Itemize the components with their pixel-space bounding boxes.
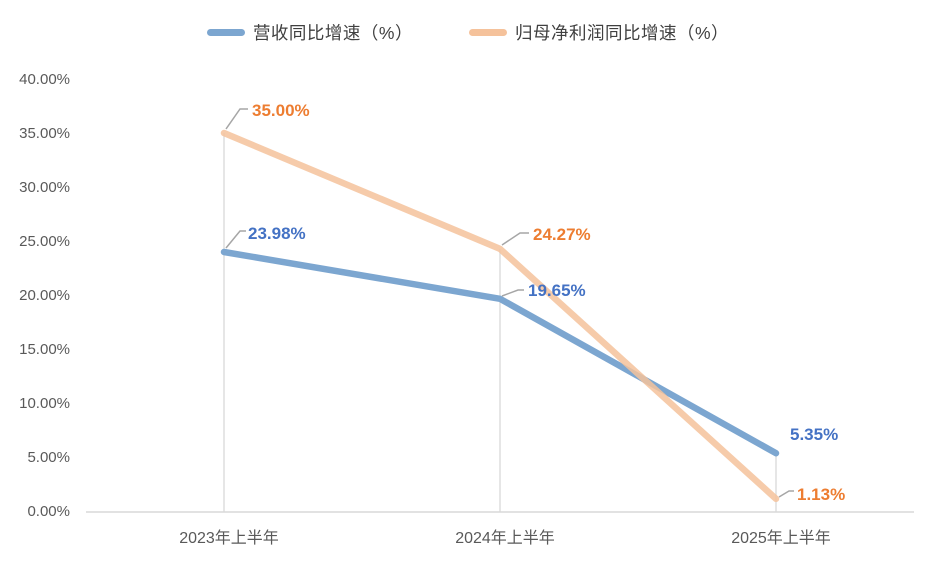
x-axis-category-label: 2024年上半年	[455, 529, 555, 547]
revenue-series-swatch-icon	[206, 29, 245, 36]
x-axis-category-label: 2023年上半年	[179, 529, 279, 547]
legend-label-net-profit: 归母净利润同比增速（%）	[515, 23, 730, 43]
y-axis-tick-label: 35.00%	[19, 125, 70, 142]
net-profit-series-swatch-icon	[469, 29, 507, 36]
data-label-leader-line	[501, 289, 524, 297]
data-label-leader-line	[225, 230, 246, 249]
data-label: 24.27%	[533, 225, 591, 244]
legend-item-net-profit[interactable]: 归母净利润同比增速（%）	[469, 20, 729, 45]
data-label: 23.98%	[248, 224, 306, 243]
y-axis-tick-label: 40.00%	[19, 71, 70, 88]
data-label: 19.65%	[528, 281, 586, 300]
data-label: 5.35%	[790, 425, 838, 444]
legend-label-revenue: 营收同比增速（%）	[252, 23, 413, 43]
y-axis-tick-label: 0.00%	[27, 503, 70, 520]
data-label: 35.00%	[252, 101, 310, 120]
chart-legend: 营收同比增速（%） 归母净利润同比增速（%）	[0, 20, 936, 45]
data-label-leader-line	[225, 108, 248, 130]
x-axis-category-label: 2025年上半年	[731, 529, 831, 547]
legend-item-revenue[interactable]: 营收同比增速（%）	[206, 20, 413, 45]
y-axis-tick-label: 25.00%	[19, 233, 70, 250]
y-axis-tick-label: 20.00%	[19, 287, 70, 304]
data-label-leader-line	[501, 232, 529, 246]
y-axis-tick-label: 10.00%	[19, 395, 70, 412]
y-axis-tick-label: 15.00%	[19, 341, 70, 358]
data-label: 1.13%	[797, 485, 845, 504]
series-line-0	[220, 248, 780, 457]
series-line-1	[220, 129, 780, 503]
y-axis-tick-label: 5.00%	[27, 449, 70, 466]
y-axis-tick-label: 30.00%	[19, 179, 70, 196]
data-label-leader-line	[778, 490, 794, 498]
